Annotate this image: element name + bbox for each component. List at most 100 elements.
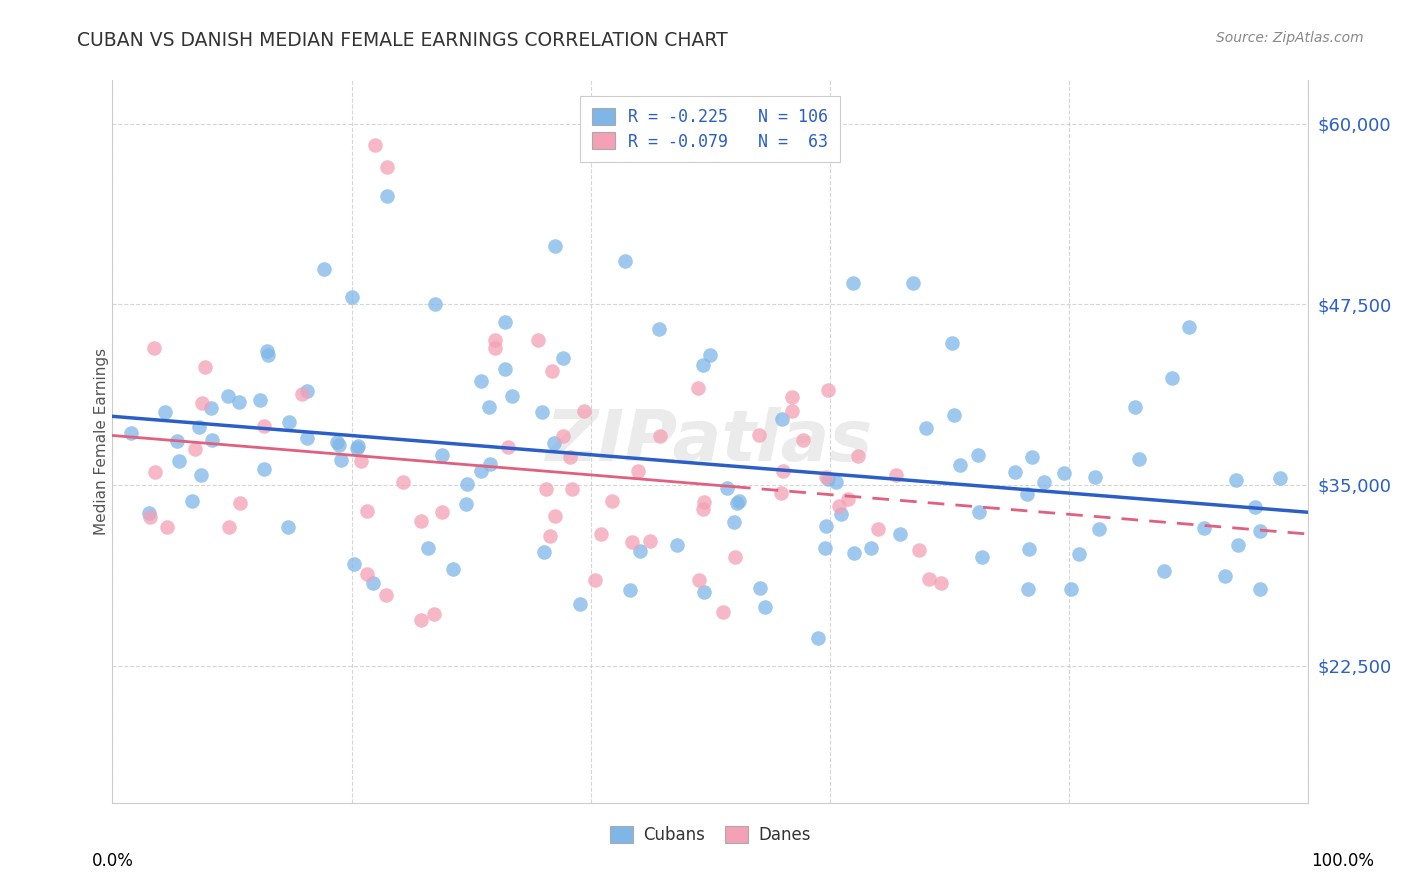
Point <box>484 334 506 348</box>
Point <box>830 507 852 521</box>
Point <box>1249 582 1271 596</box>
Point <box>534 482 557 496</box>
Point <box>411 514 433 528</box>
Point <box>1270 471 1292 485</box>
Point <box>191 396 214 410</box>
Point <box>533 545 555 559</box>
Point <box>650 428 672 442</box>
Point <box>807 632 830 646</box>
Point <box>860 541 883 555</box>
Point <box>551 429 574 443</box>
Point <box>1021 450 1043 465</box>
Point <box>501 389 523 403</box>
Point <box>328 438 350 452</box>
Point <box>693 495 716 509</box>
Point <box>544 509 567 524</box>
Point <box>184 442 207 456</box>
Point <box>193 359 215 374</box>
Point <box>166 434 188 448</box>
Point <box>432 448 454 462</box>
Point <box>814 541 837 556</box>
Point <box>229 495 252 509</box>
Point <box>470 374 492 388</box>
Point <box>1053 466 1076 480</box>
Point <box>914 420 936 434</box>
Point <box>138 510 160 524</box>
Point <box>253 461 276 475</box>
Point <box>454 497 477 511</box>
Point <box>627 464 650 478</box>
Text: 100.0%: 100.0% <box>1312 852 1374 870</box>
Point <box>561 482 583 496</box>
Point <box>551 351 574 365</box>
Text: 0.0%: 0.0% <box>91 852 134 870</box>
Point <box>666 538 689 552</box>
Point <box>1192 521 1215 535</box>
Point <box>409 613 432 627</box>
Text: ZIPatlas: ZIPatlas <box>547 407 873 476</box>
Point <box>291 387 314 401</box>
Point <box>416 541 439 555</box>
Point <box>1161 370 1184 384</box>
Point <box>531 405 554 419</box>
Point <box>918 572 941 586</box>
Point <box>941 336 963 351</box>
Point <box>942 408 965 422</box>
Point <box>314 262 336 277</box>
Point <box>908 542 931 557</box>
Point <box>817 472 839 486</box>
Point <box>1017 486 1039 500</box>
Point <box>967 505 990 519</box>
Point <box>153 404 176 418</box>
Point <box>218 520 240 534</box>
Point <box>724 549 747 564</box>
Point <box>347 439 370 453</box>
Point <box>770 411 793 425</box>
Point <box>1178 320 1201 334</box>
Point <box>814 519 837 533</box>
Point <box>120 426 142 441</box>
Point <box>866 522 889 536</box>
Point <box>430 504 453 518</box>
Point <box>377 189 399 203</box>
Point <box>277 520 299 534</box>
Point <box>1033 475 1056 489</box>
Point <box>583 573 606 587</box>
Point <box>356 567 378 582</box>
Point <box>949 458 972 472</box>
Point <box>423 607 446 621</box>
Point <box>190 468 212 483</box>
Point <box>392 475 415 489</box>
Point <box>143 465 166 479</box>
Point <box>572 404 595 418</box>
Text: CUBAN VS DANISH MEDIAN FEMALE EARNINGS CORRELATION CHART: CUBAN VS DANISH MEDIAN FEMALE EARNINGS C… <box>77 31 728 50</box>
Point <box>329 453 352 467</box>
Point <box>560 450 582 465</box>
Point <box>638 533 661 548</box>
Point <box>470 464 492 478</box>
Point <box>711 605 734 619</box>
Point <box>456 476 478 491</box>
Point <box>1088 522 1111 536</box>
Point <box>628 543 651 558</box>
Point <box>728 494 751 508</box>
Point <box>692 359 714 373</box>
Point <box>1004 465 1026 479</box>
Point <box>754 599 776 614</box>
Point <box>693 585 716 599</box>
Point <box>374 588 396 602</box>
Point <box>889 527 911 541</box>
Point <box>620 534 643 549</box>
Point <box>723 516 745 530</box>
Point <box>1213 569 1236 583</box>
Point <box>1153 564 1175 578</box>
Point <box>200 401 222 415</box>
Point <box>688 381 710 395</box>
Point <box>217 389 239 403</box>
Point <box>167 454 190 468</box>
Point <box>1226 538 1249 552</box>
Point <box>1017 582 1039 597</box>
Text: Source: ZipAtlas.com: Source: ZipAtlas.com <box>1216 31 1364 45</box>
Point <box>1069 547 1091 561</box>
Point <box>929 576 952 591</box>
